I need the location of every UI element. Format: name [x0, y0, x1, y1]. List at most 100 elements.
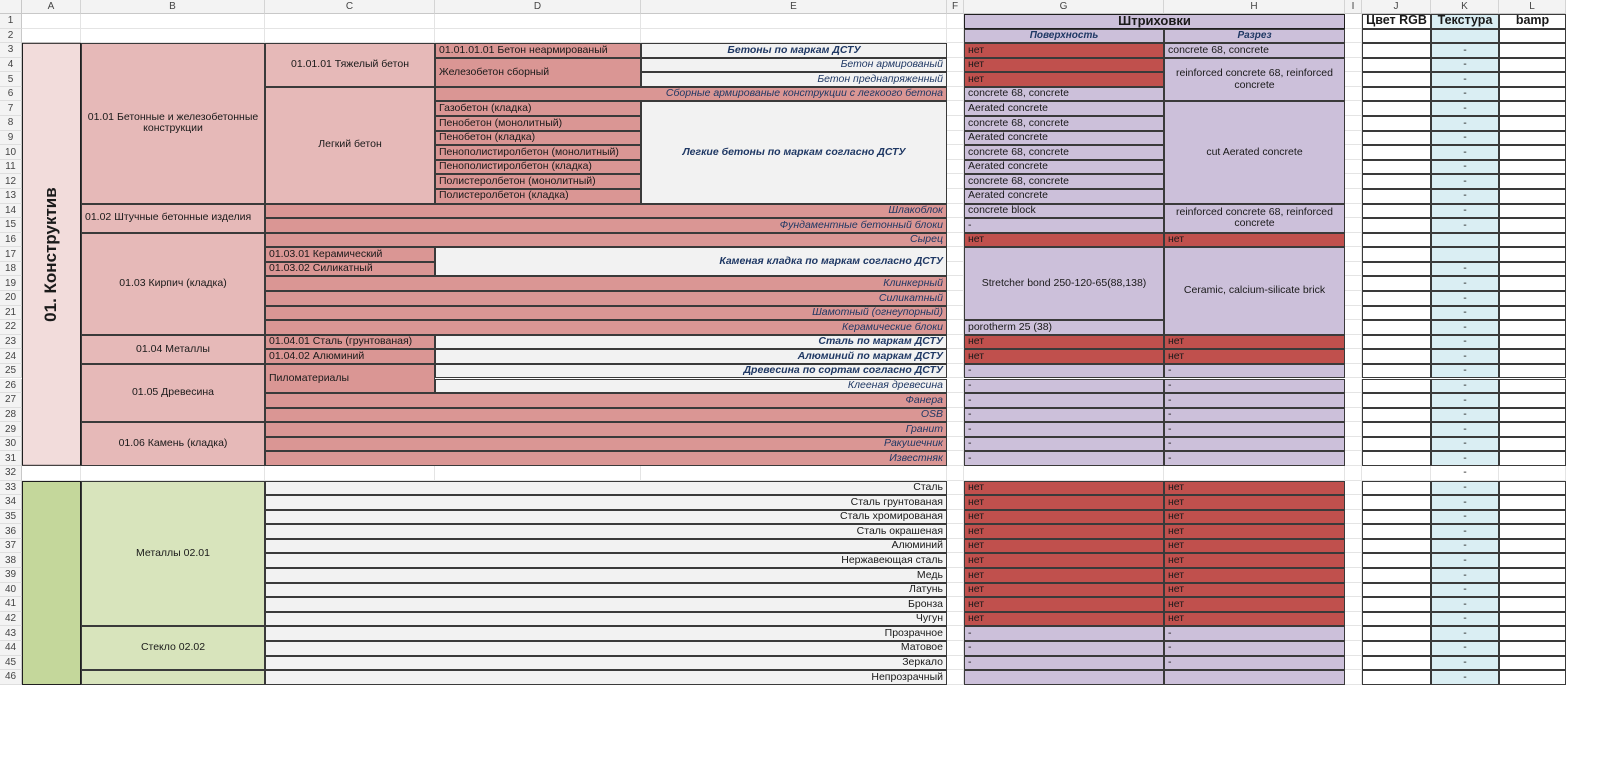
- group-0103[interactable]: 01.03 Кирпич (кладка): [81, 232, 265, 335]
- section-hatch-value[interactable]: нет: [1164, 232, 1345, 248]
- section-hatch-value[interactable]: -: [1164, 378, 1345, 394]
- bamp-cell[interactable]: [1499, 57, 1566, 73]
- grid-cell[interactable]: [947, 436, 964, 452]
- group-0106[interactable]: 01.06 Камень (кладка): [81, 422, 265, 466]
- row-header-30[interactable]: 30: [0, 436, 22, 452]
- row-header-15[interactable]: 15: [0, 218, 22, 233]
- bamp-cell[interactable]: [1499, 640, 1566, 656]
- item-light-precast[interactable]: Сборные армированые конструкции с легкоо…: [435, 86, 947, 102]
- grid-cell[interactable]: [1345, 393, 1362, 408]
- grid-cell[interactable]: [1345, 232, 1362, 248]
- surface-hatch-value[interactable]: Stretcher bond 250-120-65(88,138): [964, 247, 1164, 321]
- row-header-23[interactable]: 23: [0, 334, 22, 350]
- grid-cell[interactable]: [1345, 43, 1362, 58]
- grid-cell[interactable]: [265, 465, 435, 481]
- surface-hatch-value[interactable]: нет: [964, 232, 1164, 248]
- section-hatch-value[interactable]: -: [1164, 451, 1345, 466]
- grid-cell[interactable]: [947, 305, 964, 321]
- texture-cell[interactable]: -: [1431, 159, 1499, 175]
- row-header-25[interactable]: 25: [0, 363, 22, 379]
- grid-cell[interactable]: [947, 582, 964, 598]
- section-hatch-value[interactable]: -: [1164, 393, 1345, 408]
- grid-cell[interactable]: [1345, 145, 1362, 160]
- grid-cell[interactable]: [1345, 320, 1362, 335]
- texture-cell[interactable]: -: [1431, 626, 1499, 641]
- texture-cell[interactable]: -: [1431, 378, 1499, 394]
- texture-cell[interactable]: -: [1431, 203, 1499, 219]
- row-header-5[interactable]: 5: [0, 72, 22, 87]
- row-header-43[interactable]: 43: [0, 626, 22, 641]
- grid-cell[interactable]: [947, 480, 964, 496]
- grid-cell[interactable]: [1164, 465, 1345, 481]
- rgb-cell[interactable]: [1362, 640, 1431, 656]
- section-hatch-value[interactable]: -: [1164, 640, 1345, 656]
- rgb-cell[interactable]: [1362, 218, 1431, 233]
- item-010101-01[interactable]: 01.01.01.01 Бетон неармированый: [435, 43, 641, 58]
- surface-hatch-value[interactable]: нет: [964, 611, 1164, 627]
- grid-cell[interactable]: [947, 247, 964, 262]
- grid-cell[interactable]: [1345, 626, 1362, 641]
- grid-cell[interactable]: [947, 568, 964, 583]
- rgb-cell[interactable]: [1362, 553, 1431, 569]
- texture-cell[interactable]: [1431, 247, 1499, 262]
- rgb-cell[interactable]: [1362, 159, 1431, 175]
- texture-cell[interactable]: -: [1431, 407, 1499, 423]
- grid-cell[interactable]: [1345, 57, 1362, 73]
- rgb-cell[interactable]: [1362, 130, 1431, 146]
- grid-cell[interactable]: [947, 407, 964, 423]
- row-header-22[interactable]: 22: [0, 320, 22, 335]
- bamp-cell[interactable]: [1499, 524, 1566, 539]
- surface-hatch-value[interactable]: нет: [964, 509, 1164, 525]
- section-hatch-value[interactable]: reinforced concrete 68, reinforced concr…: [1164, 203, 1345, 233]
- grid-cell[interactable]: [1345, 261, 1362, 277]
- texture-cell[interactable]: -: [1431, 261, 1499, 277]
- grid-cell[interactable]: [1345, 188, 1362, 204]
- row-header-42[interactable]: 42: [0, 611, 22, 627]
- section-hatch-value[interactable]: нет: [1164, 480, 1345, 496]
- row-header-16[interactable]: 16: [0, 232, 22, 248]
- grid-cell[interactable]: [947, 86, 964, 102]
- rgb-cell[interactable]: [1362, 407, 1431, 423]
- texture-cell[interactable]: -: [1431, 553, 1499, 569]
- surface-hatch-value[interactable]: -: [964, 407, 1164, 423]
- column-header-g[interactable]: G: [964, 0, 1164, 14]
- grid-cell[interactable]: [1345, 130, 1362, 146]
- section-header[interactable]: Разрез: [1164, 28, 1345, 44]
- material-item[interactable]: OSB: [265, 407, 947, 423]
- grid-cell[interactable]: [265, 14, 435, 29]
- section-hatch-value[interactable]: concrete 68, concrete: [1164, 43, 1345, 58]
- item-adobe[interactable]: Сырец: [265, 232, 947, 248]
- group-metals[interactable]: Металлы 02.01: [81, 480, 265, 627]
- brick-item[interactable]: Клинкерный: [265, 276, 947, 292]
- grid-cell[interactable]: [947, 28, 964, 44]
- grid-cell[interactable]: [947, 670, 964, 685]
- row-header-13[interactable]: 13: [0, 188, 22, 204]
- grid-cell[interactable]: [947, 363, 964, 379]
- grid-cell[interactable]: [1345, 582, 1362, 598]
- bamp-cell[interactable]: [1499, 276, 1566, 292]
- grid-cell[interactable]: [947, 349, 964, 364]
- light-concrete-item[interactable]: Пенобетон (монолитный): [435, 116, 641, 131]
- bamp-cell[interactable]: [1499, 320, 1566, 335]
- item-light-dstu[interactable]: Легкие бетоны по маркам согласно ДСТУ: [641, 101, 947, 204]
- surface-hatch-value[interactable]: нет: [964, 568, 1164, 583]
- metal-item[interactable]: Чугун: [265, 611, 947, 627]
- grid-cell[interactable]: [1345, 291, 1362, 306]
- section-hatch-value[interactable]: нет: [1164, 611, 1345, 627]
- grid-cell[interactable]: [22, 465, 81, 481]
- grid-cell[interactable]: [1345, 611, 1362, 627]
- group-glass[interactable]: Стекло 02.02: [81, 626, 265, 671]
- section-hatch-value[interactable]: нет: [1164, 495, 1345, 510]
- item-foundation-block[interactable]: Фундаментные бетонный блоки: [265, 218, 947, 233]
- grid-cell[interactable]: [1345, 451, 1362, 466]
- grid-cell[interactable]: [947, 393, 964, 408]
- light-concrete-item[interactable]: Газобетон (кладка): [435, 101, 641, 117]
- subgroup-lumber[interactable]: Пиломатериалы: [265, 363, 435, 394]
- section-hatch-value[interactable]: -: [1164, 363, 1345, 379]
- texture-cell[interactable]: -: [1431, 218, 1499, 233]
- row-header-2[interactable]: 2: [0, 28, 22, 44]
- texture-cell[interactable]: -: [1431, 582, 1499, 598]
- grid-cell[interactable]: [947, 422, 964, 437]
- surface-hatch-value[interactable]: нет: [964, 57, 1164, 73]
- grid-cell[interactable]: [1345, 524, 1362, 539]
